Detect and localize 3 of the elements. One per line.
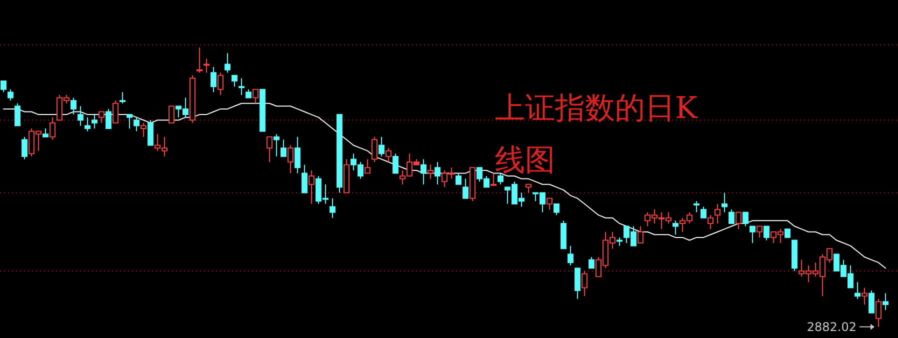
annotation-value: 2882.02 (806, 320, 874, 334)
annotation: 上证指数的日K线图 (495, 91, 698, 178)
annotation: 2882.02 (806, 320, 856, 334)
